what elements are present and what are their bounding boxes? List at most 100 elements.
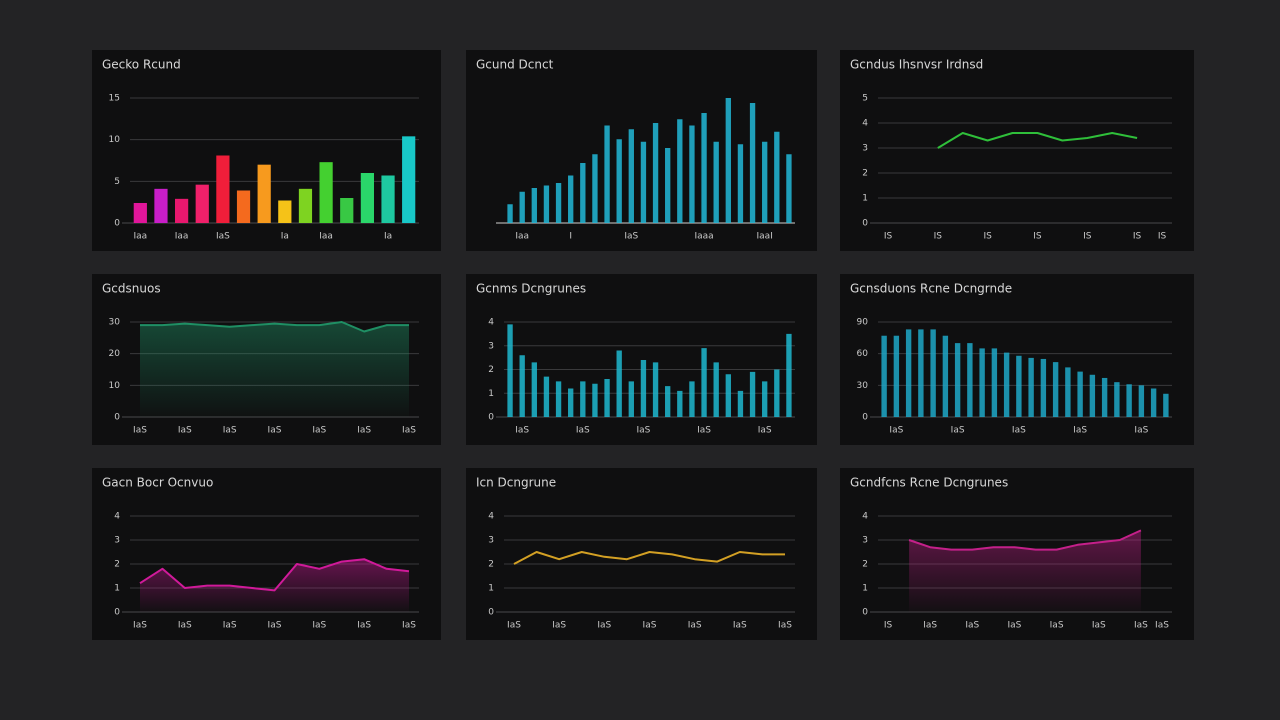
- chart-title: Gecko Rcund: [102, 58, 181, 72]
- line: [937, 132, 1138, 149]
- x-tick-label: IaS: [216, 232, 230, 242]
- y-tick-label: 30: [857, 381, 869, 391]
- x-tick-label: IaS: [1134, 621, 1148, 631]
- x-tick-label: IaS: [697, 426, 711, 436]
- chart-title: Gcndfcns Rcne Dcngrunes: [850, 476, 1008, 490]
- bar: [1089, 374, 1096, 417]
- bar: [175, 198, 189, 223]
- bar: [713, 141, 719, 223]
- bar: [701, 113, 707, 223]
- bar: [991, 348, 998, 417]
- y-tick-label: 0: [862, 413, 868, 423]
- y-tick-label: 4: [862, 512, 868, 522]
- bar: [555, 183, 562, 223]
- bar: [786, 154, 792, 223]
- bar: [762, 141, 768, 223]
- y-tick-label: 4: [862, 119, 868, 129]
- x-tick-label: IS: [1133, 232, 1142, 242]
- bar: [628, 129, 634, 223]
- bar: [507, 204, 513, 223]
- bar: [737, 390, 744, 417]
- bar: [1114, 382, 1120, 417]
- bar: [628, 381, 634, 417]
- bar: [689, 125, 695, 223]
- bar: [893, 335, 900, 417]
- x-tick-label: IaS: [758, 426, 772, 436]
- bar: [1101, 377, 1108, 417]
- bar: [154, 188, 168, 223]
- x-tick-label: IaS: [268, 621, 282, 631]
- bar: [774, 369, 780, 417]
- x-tick-label: IaS: [1073, 426, 1087, 436]
- bar: [616, 350, 622, 417]
- bar: [133, 203, 147, 223]
- area: [140, 322, 409, 417]
- bar: [1040, 358, 1047, 417]
- y-tick-label: 2: [488, 365, 494, 375]
- x-tick-label: IaS: [733, 621, 747, 631]
- panel: [840, 50, 1194, 251]
- x-tick-label: IaS: [133, 621, 147, 631]
- x-tick-label: IS: [884, 621, 893, 631]
- x-tick-label: IaS: [1012, 426, 1026, 436]
- y-tick-label: 15: [109, 94, 120, 104]
- y-tick-label: 10: [109, 135, 121, 145]
- bar: [689, 381, 695, 417]
- y-tick-label: 0: [114, 219, 120, 229]
- x-tick-label: IaS: [1155, 621, 1169, 631]
- bar: [774, 131, 780, 223]
- bar: [677, 390, 683, 417]
- x-tick-label: IaS: [312, 621, 326, 631]
- y-tick-label: 4: [488, 318, 494, 328]
- bar: [749, 103, 756, 223]
- bar: [930, 329, 936, 417]
- x-tick-label: Iaa: [175, 232, 189, 242]
- bar: [543, 376, 550, 417]
- y-tick-label: 3: [862, 536, 868, 546]
- bar: [1150, 388, 1157, 417]
- bar: [531, 188, 537, 223]
- y-tick-label: 0: [114, 413, 120, 423]
- y-tick-label: 60: [857, 349, 869, 359]
- y-tick-label: 3: [114, 536, 120, 546]
- y-tick-label: 0: [862, 608, 868, 618]
- x-tick-label: IaS: [268, 426, 282, 436]
- line: [513, 551, 785, 565]
- y-tick-label: 1: [488, 584, 494, 594]
- y-tick-label: 4: [114, 512, 120, 522]
- bar: [905, 329, 912, 417]
- chart-title: Gacn Bocr Ocnvuo: [102, 476, 213, 490]
- bar: [1052, 362, 1059, 417]
- x-tick-label: IaS: [597, 621, 611, 631]
- bar: [555, 381, 562, 417]
- y-tick-label: 1: [862, 584, 868, 594]
- bar: [1126, 384, 1132, 417]
- x-tick-label: IaS: [643, 621, 657, 631]
- x-tick-label: IaS: [951, 426, 965, 436]
- x-tick-label: IaS: [178, 426, 192, 436]
- bar: [954, 343, 961, 417]
- x-tick-label: IaS: [223, 426, 237, 436]
- x-tick-label: IaS: [1092, 621, 1106, 631]
- bar: [737, 144, 744, 223]
- bar: [580, 381, 586, 417]
- chart-title: Gcndus Ihsnvsr Irdnsd: [850, 58, 983, 72]
- x-tick-label: IaS: [636, 426, 650, 436]
- bar: [507, 324, 513, 417]
- bar: [616, 139, 622, 223]
- bar: [195, 184, 209, 223]
- bar: [749, 371, 756, 417]
- area: [909, 530, 1141, 612]
- y-tick-label: 0: [488, 413, 494, 423]
- bar: [1163, 393, 1169, 417]
- x-tick-label: Iaaa: [694, 232, 713, 242]
- bar: [568, 388, 574, 417]
- x-tick-label: IaS: [133, 426, 147, 436]
- bar: [1016, 355, 1022, 417]
- bar: [665, 148, 671, 223]
- x-tick-label: IS: [884, 232, 893, 242]
- bar: [652, 362, 659, 417]
- x-tick-label: IS: [934, 232, 943, 242]
- chart-title: Gcnms Dcngrunes: [476, 282, 586, 296]
